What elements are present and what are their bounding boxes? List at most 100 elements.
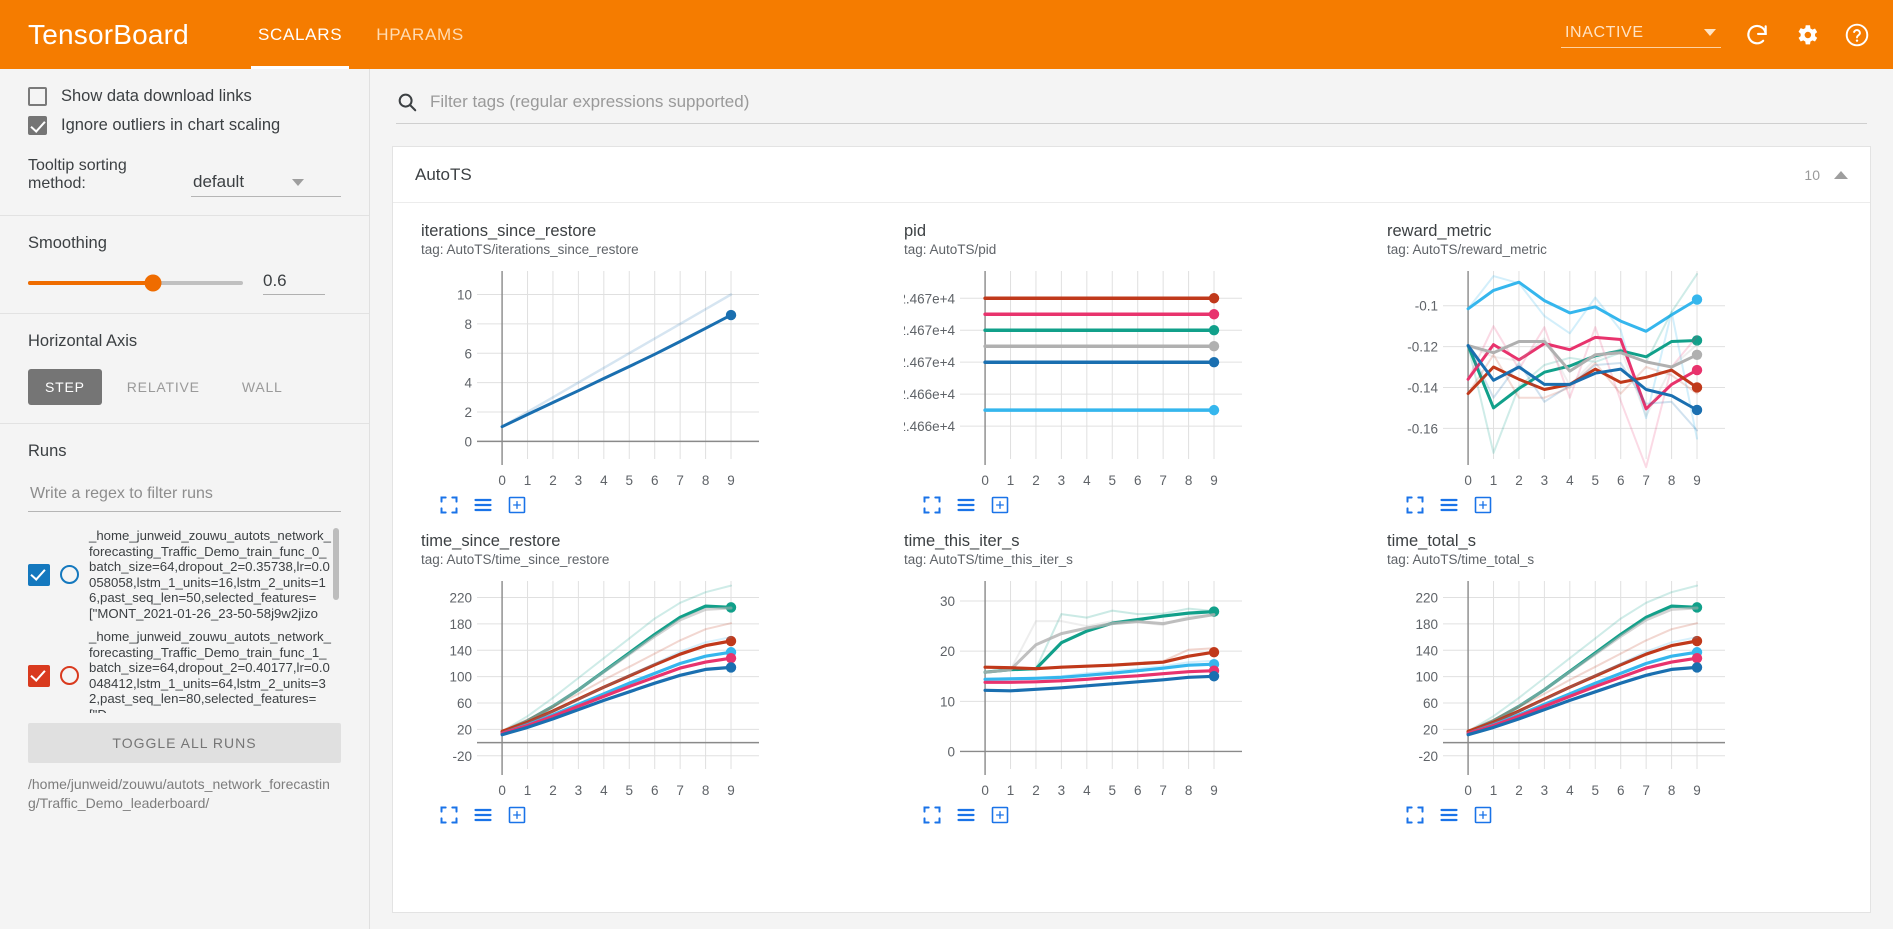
chart-plot[interactable]: -20 20 60 100 140 180 220 0 1 2 3 4 5 6 7 8 9 xyxy=(1387,573,1732,803)
show-download-links-row[interactable]: Show data download links xyxy=(28,87,341,106)
chevron-up-icon[interactable] xyxy=(1834,170,1848,179)
toggle-y-axis-icon[interactable] xyxy=(1439,495,1459,515)
svg-text:6: 6 xyxy=(1617,783,1625,798)
svg-text:7: 7 xyxy=(1642,473,1650,488)
svg-text:9: 9 xyxy=(727,783,735,798)
ignore-outliers-checkbox[interactable] xyxy=(28,116,47,135)
svg-text:30: 30 xyxy=(940,594,955,609)
reset-zoom-icon[interactable] xyxy=(507,495,527,515)
tab-scalars[interactable]: SCALARS xyxy=(241,0,359,69)
svg-text:5: 5 xyxy=(1592,473,1600,488)
tab-hparams[interactable]: HPARAMS xyxy=(376,24,464,44)
chart-plot[interactable]: -20 20 60 100 140 180 220 0 1 2 3 4 5 6 7 8 9 xyxy=(421,573,766,803)
tooltip-sorting-row: Tooltip sorting method: default xyxy=(28,157,341,197)
reset-zoom-icon[interactable] xyxy=(507,805,527,825)
svg-text:8: 8 xyxy=(702,473,710,488)
run-checkbox[interactable] xyxy=(28,664,50,687)
svg-text:9: 9 xyxy=(1210,473,1218,488)
expand-icon[interactable] xyxy=(922,495,942,515)
toggle-y-axis-icon[interactable] xyxy=(473,495,493,515)
svg-text:6: 6 xyxy=(651,473,659,488)
expand-icon[interactable] xyxy=(1405,805,1425,825)
reset-zoom-icon[interactable] xyxy=(990,495,1010,515)
svg-text:3: 3 xyxy=(1541,783,1549,798)
runs-section: Runs _home_junweid_zouwu_autots_network_… xyxy=(0,424,369,831)
svg-text:2: 2 xyxy=(1515,473,1523,488)
run-label: _home_junweid_zouwu_autots_network_forec… xyxy=(89,528,331,621)
expand-icon[interactable] xyxy=(439,805,459,825)
axis-option-wall[interactable]: WALL xyxy=(241,379,283,395)
nav-tabs: SCALARS HPARAMS xyxy=(241,0,481,69)
runs-list[interactable]: _home_junweid_zouwu_autots_network_forec… xyxy=(28,528,341,713)
chart-tag: tag: AutoTS/time_since_restore xyxy=(421,552,610,567)
svg-text:10: 10 xyxy=(940,694,955,709)
gear-icon[interactable] xyxy=(1793,21,1821,49)
svg-text:20: 20 xyxy=(940,644,955,659)
smoothing-value-input[interactable]: 0.6 xyxy=(263,271,325,295)
svg-text:9: 9 xyxy=(1210,783,1218,798)
run-list-item[interactable]: _home_junweid_zouwu_autots_network_forec… xyxy=(28,528,333,621)
axis-option-step[interactable]: STEP xyxy=(28,369,102,405)
svg-text:8: 8 xyxy=(702,783,710,798)
svg-text:7: 7 xyxy=(1159,473,1167,488)
run-list-item[interactable]: _home_junweid_zouwu_autots_network_forec… xyxy=(28,629,333,713)
runs-filter-input[interactable] xyxy=(28,479,341,512)
help-icon[interactable] xyxy=(1843,21,1871,49)
toggle-y-axis-icon[interactable] xyxy=(956,495,976,515)
svg-text:8: 8 xyxy=(464,317,472,332)
svg-text:180: 180 xyxy=(1415,617,1438,632)
chart-plot[interactable]: -0.1 -0.12 -0.14 -0.16 0 1 2 3 4 5 6 7 8 9 xyxy=(1387,263,1732,493)
run-color-swatch[interactable] xyxy=(60,565,79,584)
smoothing-slider[interactable] xyxy=(28,274,243,292)
svg-text:0: 0 xyxy=(498,783,506,798)
toggle-y-axis-icon[interactable] xyxy=(956,805,976,825)
chart-tag: tag: AutoTS/pid xyxy=(904,242,997,257)
reload-status-dropdown[interactable]: INACTIVE xyxy=(1561,22,1721,48)
tag-filter-row xyxy=(370,69,1893,124)
tooltip-sorting-dropdown[interactable]: default xyxy=(191,172,341,197)
chart-cell: time_this_iter_s tag: AutoTS/time_this_it… xyxy=(890,519,1373,829)
toggle-all-runs-button[interactable]: TOGGLE ALL RUNS xyxy=(28,723,341,763)
chart-plot[interactable]: 0 10 20 30 0 1 2 3 4 5 6 7 8 9 xyxy=(904,573,1249,803)
smoothing-slider-knob[interactable] xyxy=(144,274,162,292)
tag-group-header[interactable]: AutoTS 10 xyxy=(393,147,1870,203)
svg-text:0: 0 xyxy=(947,744,955,759)
svg-text:-20: -20 xyxy=(452,749,472,764)
chart-plot[interactable]: 2.467e+4 2.467e+4 2.467e+4 2.466e+4 2.466e+4… xyxy=(904,263,1249,493)
axis-option-relative[interactable]: RELATIVE xyxy=(126,379,200,395)
smoothing-row: 0.6 xyxy=(28,271,341,295)
smoothing-section: Smoothing 0.6 xyxy=(0,216,369,314)
run-color-swatch[interactable] xyxy=(60,666,79,685)
svg-text:4: 4 xyxy=(600,783,608,798)
svg-text:3: 3 xyxy=(1058,783,1066,798)
svg-text:-20: -20 xyxy=(1418,749,1438,764)
reset-zoom-icon[interactable] xyxy=(1473,805,1493,825)
expand-icon[interactable] xyxy=(1405,495,1425,515)
runs-list-scrollbar[interactable] xyxy=(333,528,339,600)
expand-icon[interactable] xyxy=(439,495,459,515)
svg-text:2: 2 xyxy=(549,783,557,798)
chart-toolbar xyxy=(1387,805,1846,825)
chart-plot[interactable]: 0 2 4 6 8 10 0 1 2 3 4 5 6 7 8 9 xyxy=(421,263,766,493)
svg-text:7: 7 xyxy=(676,783,684,798)
svg-text:2.466e+4: 2.466e+4 xyxy=(904,419,955,434)
refresh-icon[interactable] xyxy=(1743,21,1771,49)
svg-text:0: 0 xyxy=(1464,783,1472,798)
svg-text:140: 140 xyxy=(449,643,472,658)
svg-text:0: 0 xyxy=(1464,473,1472,488)
tooltip-sorting-label: Tooltip sorting method: xyxy=(28,157,127,192)
chart-toolbar xyxy=(1387,495,1846,515)
expand-icon[interactable] xyxy=(922,805,942,825)
svg-text:0: 0 xyxy=(981,473,989,488)
reset-zoom-icon[interactable] xyxy=(990,805,1010,825)
toggle-y-axis-icon[interactable] xyxy=(473,805,493,825)
show-download-links-checkbox[interactable] xyxy=(28,87,47,106)
tag-filter-input[interactable] xyxy=(428,91,1867,113)
toggle-y-axis-icon[interactable] xyxy=(1439,805,1459,825)
reset-zoom-icon[interactable] xyxy=(1473,495,1493,515)
chevron-down-icon xyxy=(1703,29,1716,36)
run-checkbox[interactable] xyxy=(28,563,50,586)
chart-cell: time_total_s tag: AutoTS/time_total_s -20 2… xyxy=(1373,519,1856,829)
ignore-outliers-row[interactable]: Ignore outliers in chart scaling xyxy=(28,116,341,135)
